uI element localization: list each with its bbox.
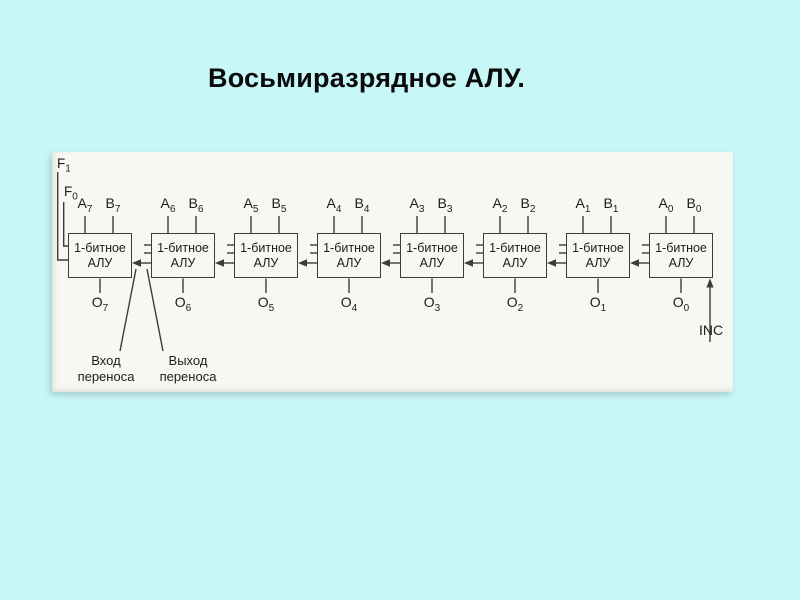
inc-label: INC: [698, 322, 724, 338]
pin-label-a3: A3: [409, 195, 425, 215]
alu-box-text: АЛУ: [668, 255, 694, 270]
alu-box-text: АЛУ: [170, 255, 196, 270]
pin-label-b4: B4: [354, 195, 370, 215]
alu-box-text: 1-битное: [406, 240, 458, 255]
alu-slice-bit0: A0 B0 1-битное АЛУ O0: [649, 152, 713, 392]
alu-box-bit0: 1-битное АЛУ: [649, 233, 713, 278]
alu-box-bit5: 1-битное АЛУ: [234, 233, 298, 278]
carry-arrowhead: [547, 259, 556, 267]
alu-box-bit3: 1-битное АЛУ: [400, 233, 464, 278]
page-title: Восьмиразрядное АЛУ.: [208, 63, 526, 93]
alu-box-text: 1-битное: [74, 240, 126, 255]
alu-slice-bit7: A7 B7 1-битное АЛУ O7: [68, 152, 132, 392]
pin-label-a6: A6: [160, 195, 176, 215]
pin-label-o6: O6: [174, 294, 192, 314]
pin-label-a5: A5: [243, 195, 259, 215]
carry-arrowhead: [132, 259, 141, 267]
pin-label-b7: B7: [105, 195, 121, 215]
alu-box-text: АЛУ: [585, 255, 611, 270]
diagram-panel: F1 F0 A7 B7 1-битное АЛУ O7 A6 B6 1-битн…: [52, 152, 733, 392]
alu-slice-bit2: A2 B2 1-битное АЛУ O2: [483, 152, 547, 392]
carry-arrowhead: [381, 259, 390, 267]
carry-arrowhead: [630, 259, 639, 267]
pin-label-o4: O4: [340, 294, 358, 314]
carry-arrowhead: [298, 259, 307, 267]
carry-arrowhead: [464, 259, 473, 267]
pin-label-o0: O0: [672, 294, 690, 314]
pin-label-a4: A4: [326, 195, 342, 215]
pin-label-a0: A0: [658, 195, 674, 215]
alu-box-text: 1-битное: [489, 240, 541, 255]
pin-label-o7: O7: [91, 294, 109, 314]
alu-slice-bit5: A5 B5 1-битное АЛУ O5: [234, 152, 298, 392]
alu-box-text: АЛУ: [419, 255, 445, 270]
alu-box-text: 1-битное: [157, 240, 209, 255]
alu-box-text: АЛУ: [87, 255, 113, 270]
alu-box-text: 1-битное: [572, 240, 624, 255]
alu-box-text: 1-битное: [655, 240, 707, 255]
alu-box-text: АЛУ: [336, 255, 362, 270]
carry-arrowhead: [215, 259, 224, 267]
pin-label-b2: B2: [520, 195, 536, 215]
pin-label-b0: B0: [686, 195, 702, 215]
carry-out-label: Выход переноса: [159, 353, 217, 384]
pin-label-a1: A1: [575, 195, 591, 215]
alu-box-text: АЛУ: [502, 255, 528, 270]
pin-label-o5: O5: [257, 294, 275, 314]
alu-box-text: 1-битное: [323, 240, 375, 255]
alu-slice-bit4: A4 B4 1-битное АЛУ O4: [317, 152, 381, 392]
alu-slice-bit1: A1 B1 1-битное АЛУ O1: [566, 152, 630, 392]
pin-label-b5: B5: [271, 195, 287, 215]
pin-label-a7: A7: [77, 195, 93, 215]
pin-label-b6: B6: [188, 195, 204, 215]
alu-box-text: 1-битное: [240, 240, 292, 255]
alu-box-bit1: 1-битное АЛУ: [566, 233, 630, 278]
pin-label-o1: O1: [589, 294, 607, 314]
alu-box-text: АЛУ: [253, 255, 279, 270]
alu-slice-bit3: A3 B3 1-битное АЛУ O3: [400, 152, 464, 392]
pin-label-b1: B1: [603, 195, 619, 215]
f1-signal-label: F1: [57, 156, 71, 175]
alu-slice-bit6: A6 B6 1-битное АЛУ O6: [151, 152, 215, 392]
pin-label-b3: B3: [437, 195, 453, 215]
alu-box-bit4: 1-битное АЛУ: [317, 233, 381, 278]
pin-label-o2: O2: [506, 294, 524, 314]
alu-box-bit6: 1-битное АЛУ: [151, 233, 215, 278]
alu-box-bit2: 1-битное АЛУ: [483, 233, 547, 278]
f0-signal-label: F0: [64, 184, 78, 203]
carry-in-label: Вход переноса: [77, 353, 135, 384]
alu-box-bit7: 1-битное АЛУ: [68, 233, 132, 278]
pin-label-a2: A2: [492, 195, 508, 215]
pin-label-o3: O3: [423, 294, 441, 314]
